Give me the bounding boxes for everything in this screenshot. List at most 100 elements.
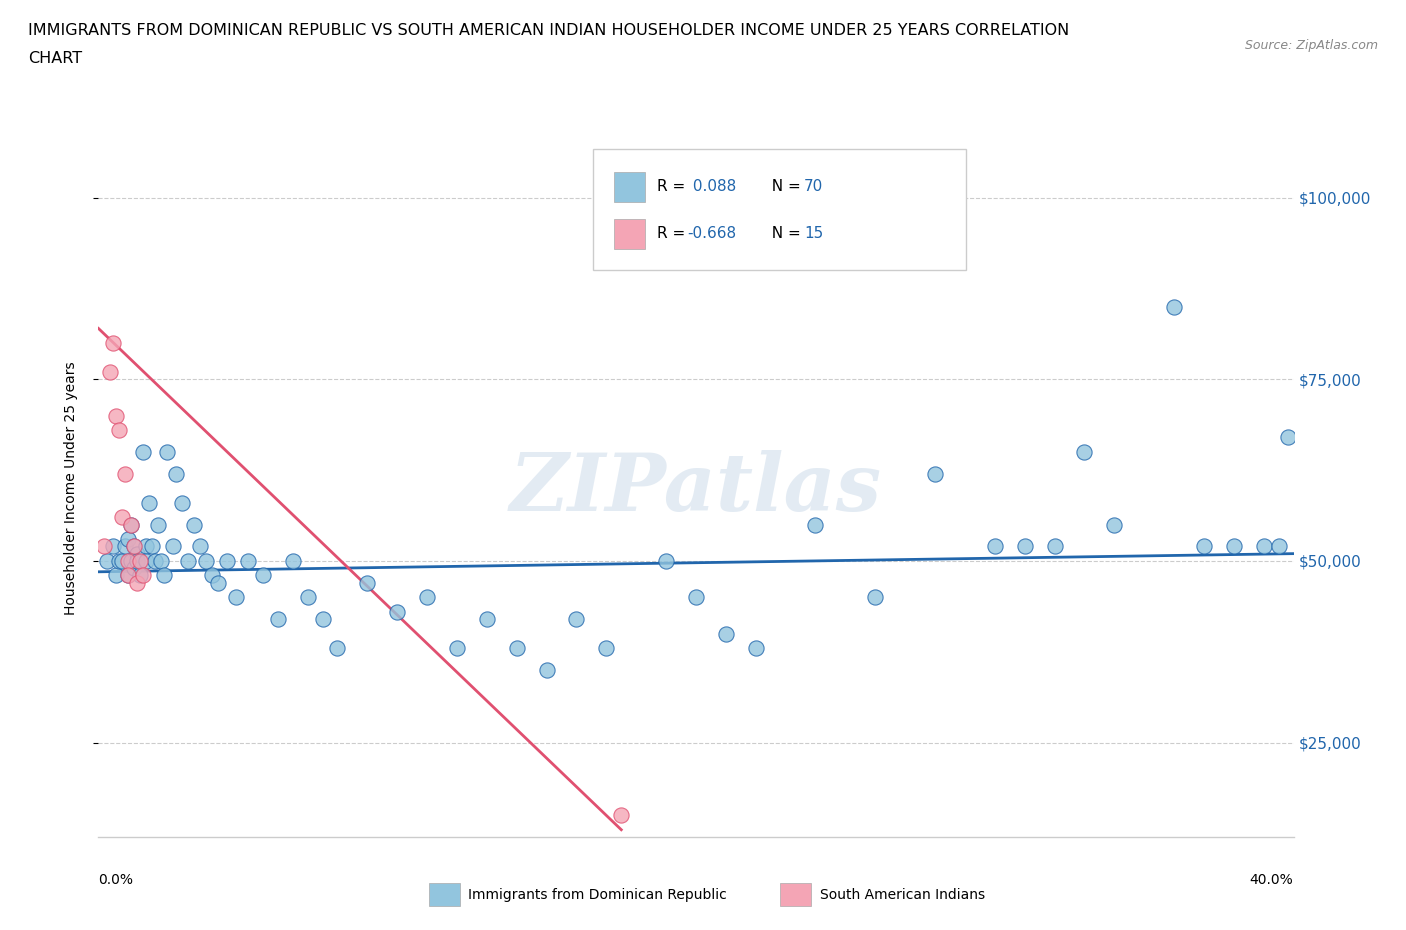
Point [153,568,176,583]
Point [103,336,125,351]
Point [120,517,142,532]
Text: 40.0%: 40.0% [1250,873,1294,887]
Point [111,510,134,525]
Point [714,626,737,641]
Point [236,553,259,568]
Point [385,604,409,619]
Text: 15: 15 [804,226,824,241]
Point [114,466,136,481]
Point [143,553,166,568]
Point [326,641,349,656]
Point [127,576,149,591]
Point [141,539,163,554]
Point [195,553,218,568]
Point [177,553,200,568]
Point [225,590,247,604]
Point [595,641,617,656]
Text: R =: R = [657,179,690,194]
Point [124,539,146,554]
Point [252,568,274,583]
Point [93,539,115,554]
Point [162,539,184,554]
Point [138,496,160,511]
Point [924,466,946,481]
Point [267,612,290,627]
Point [281,553,304,568]
Point [100,365,122,379]
Point [207,576,229,591]
Point [188,539,211,554]
Point [1223,539,1246,554]
Point [156,445,179,459]
Point [103,539,125,554]
Point [804,517,827,532]
Point [117,553,139,568]
Point [127,546,149,561]
Point [108,553,131,568]
Point [183,517,205,532]
Text: Immigrants from Dominican Republic: Immigrants from Dominican Republic [468,887,727,902]
Point [120,517,142,532]
Point [446,641,468,656]
Point [215,553,238,568]
Point [506,641,529,656]
Point [132,445,155,459]
Point [108,422,131,438]
Point [129,568,152,583]
Text: ZIPatlas: ZIPatlas [510,449,882,527]
Text: -0.668: -0.668 [688,226,737,241]
Text: Source: ZipAtlas.com: Source: ZipAtlas.com [1244,39,1378,52]
Point [685,590,707,604]
Point [1267,539,1289,554]
Point [135,539,157,554]
Point [356,576,378,591]
Point [135,553,157,568]
Point [129,553,152,568]
Point [96,553,118,568]
Point [655,553,678,568]
Point [1014,539,1036,554]
Text: South American Indians: South American Indians [820,887,984,902]
Point [105,408,128,423]
Point [1277,430,1299,445]
Point [165,466,187,481]
Point [475,612,498,627]
Point [132,568,155,583]
Point [297,590,319,604]
Point [984,539,1007,554]
Point [117,568,139,583]
Point [127,553,149,568]
Point [120,553,142,568]
Point [1104,517,1126,532]
Point [124,561,146,576]
Point [124,539,146,554]
Text: CHART: CHART [28,51,82,66]
Point [1073,445,1095,459]
Text: IMMIGRANTS FROM DOMINICAN REPUBLIC VS SOUTH AMERICAN INDIAN HOUSEHOLDER INCOME U: IMMIGRANTS FROM DOMINICAN REPUBLIC VS SO… [28,23,1070,38]
Y-axis label: Householder Income Under 25 years: Householder Income Under 25 years [63,362,77,615]
Point [201,568,224,583]
Point [117,532,139,547]
Point [172,496,194,511]
Text: R =: R = [657,226,690,241]
Point [1043,539,1066,554]
Point [416,590,439,604]
Text: 0.088: 0.088 [688,179,735,194]
Text: 70: 70 [804,179,824,194]
Point [610,808,633,823]
Point [865,590,887,604]
Point [117,568,139,583]
Point [1163,299,1185,314]
Point [745,641,768,656]
Text: 0.0%: 0.0% [98,873,134,887]
Text: N =: N = [762,179,806,194]
Point [150,553,173,568]
Point [105,568,128,583]
Point [536,662,558,677]
Point [311,612,333,627]
Text: N =: N = [762,226,806,241]
Point [1192,539,1215,554]
Point [111,553,134,568]
Point [114,539,136,554]
Point [565,612,588,627]
